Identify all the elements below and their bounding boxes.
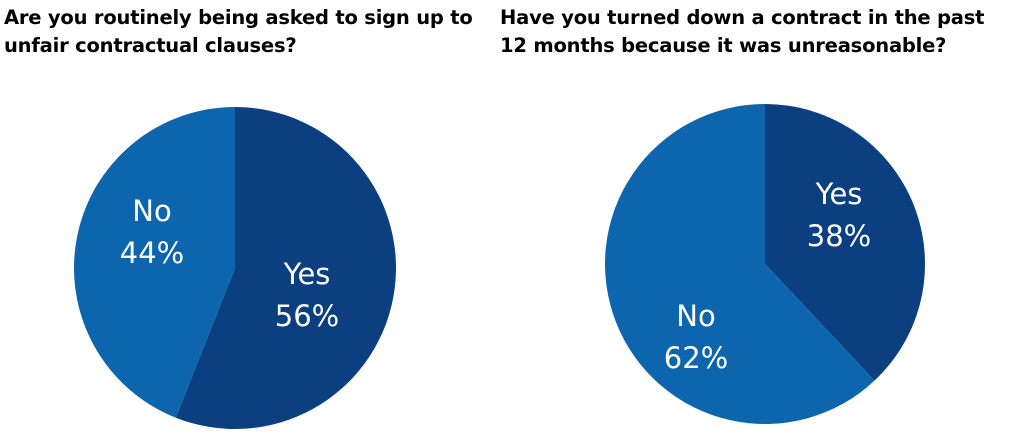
pie-1-label-yes: Yes — [283, 257, 331, 291]
pie-1-slice-yes — [175, 107, 397, 429]
pie-2-slice-yes — [765, 104, 925, 381]
pie-2-slice-no — [604, 104, 875, 424]
pie-1-label-no: No — [132, 194, 171, 228]
pie-1: Yes 56% No 44% — [73, 107, 397, 429]
pie-2-value-yes: 38% — [807, 219, 871, 253]
pie-1-value-no: 44% — [120, 236, 184, 270]
chart-2-title: Have you turned down a contract in the p… — [500, 6, 985, 57]
pie-2-label-no: No — [676, 299, 715, 333]
chart-1-title: Are you routinely being asked to sign up… — [4, 6, 473, 57]
pie-1-value-yes: 56% — [275, 299, 339, 333]
pie-2: Yes 38% No 62% — [604, 104, 925, 424]
pie-2-label-yes: Yes — [815, 177, 863, 211]
pie-2-value-no: 62% — [664, 341, 728, 375]
pie-1-slice-no — [73, 107, 235, 418]
